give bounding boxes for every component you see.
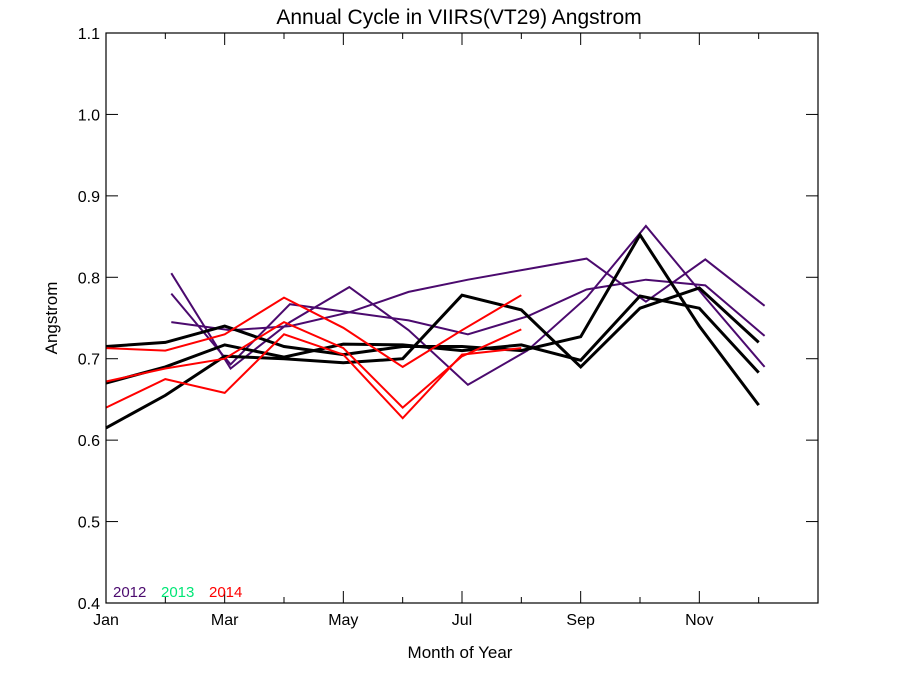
y-tick-label: 1.0 [78,107,100,124]
y-tick-label: 0.7 [78,352,100,369]
x-tick-label: May [328,612,358,629]
legend-entry-2014: 2014 [209,584,242,601]
x-tick-label: Nov [685,612,713,629]
y-tick-label: 0.6 [78,433,100,450]
tick-layer: 0.4 0.5 0.6 0.7 0.8 0.9 1.0 1.1 Jan Mar May Jul Sep N… [78,26,818,629]
series-line-3 [171,257,766,332]
y-tick-label: 1.1 [78,26,100,43]
chart-title: Annual Cycle in VIIRS(VT29) Angstrom [276,6,641,29]
series-line-2 [170,278,766,366]
series-line-6 [105,286,760,430]
legend-entry-2012: 2012 [113,584,146,601]
x-tick-label: Sep [566,612,595,629]
x-tick-label: Jan [93,612,119,629]
plot-frame [105,32,819,604]
x-axis-label: Month of Year [408,643,513,662]
series-line-7 [105,294,522,369]
legend-entry-2013: 2013 [161,584,194,601]
y-tick-label: 0.9 [78,189,100,206]
x-tick-label: Jul [452,612,472,629]
y-tick-label: 0.4 [78,596,100,613]
series-line-1 [170,224,766,387]
series-line-9 [105,333,522,420]
legend: 2012 2013 2014 [113,584,242,601]
y-axis-label: Angstrom [42,282,61,355]
y-tick-label: 0.5 [78,515,100,532]
series-line-4 [105,232,760,407]
x-tick-label: Mar [211,612,239,629]
y-tick-label: 0.8 [78,270,100,287]
series-layer [105,224,766,430]
